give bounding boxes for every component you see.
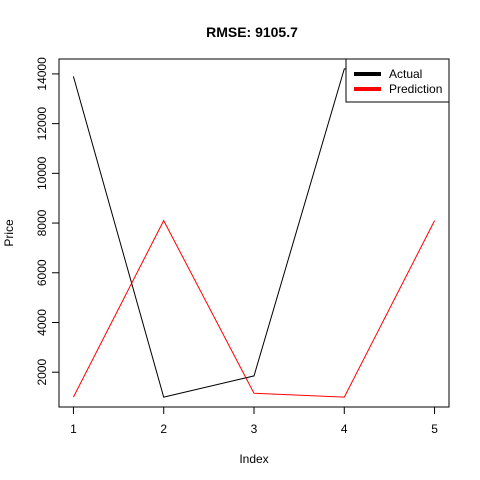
chart-title: RMSE: 9105.7 xyxy=(206,24,298,40)
y-tick-label: 8000 xyxy=(35,209,49,236)
legend-box xyxy=(345,58,450,103)
y-tick-label: 2000 xyxy=(35,359,49,386)
x-axis: 1 2 3 4 5 xyxy=(70,406,438,436)
series-line-1 xyxy=(72,219,436,398)
y-tick-label: 4000 xyxy=(35,309,49,336)
x-tick-label: 1 xyxy=(70,422,77,436)
y-tick-label: 12000 xyxy=(35,107,49,141)
x-tick-label: 4 xyxy=(341,422,348,436)
y-tick-label: 6000 xyxy=(35,259,49,286)
x-axis-label: Index xyxy=(239,452,268,466)
x-tick-label: 5 xyxy=(431,422,438,436)
y-tick-label: 14000 xyxy=(35,57,49,91)
x-tick-label: 2 xyxy=(160,422,167,436)
legend-label-1: Prediction xyxy=(389,82,442,96)
y-axis: 2000 4000 6000 8000 10000 12000 14000 xyxy=(35,57,60,386)
y-tick-label: 10000 xyxy=(35,156,49,190)
x-tick-label: 3 xyxy=(251,422,258,436)
y-axis-label: Price xyxy=(2,219,16,247)
legend-label-0: Actual xyxy=(389,67,422,81)
